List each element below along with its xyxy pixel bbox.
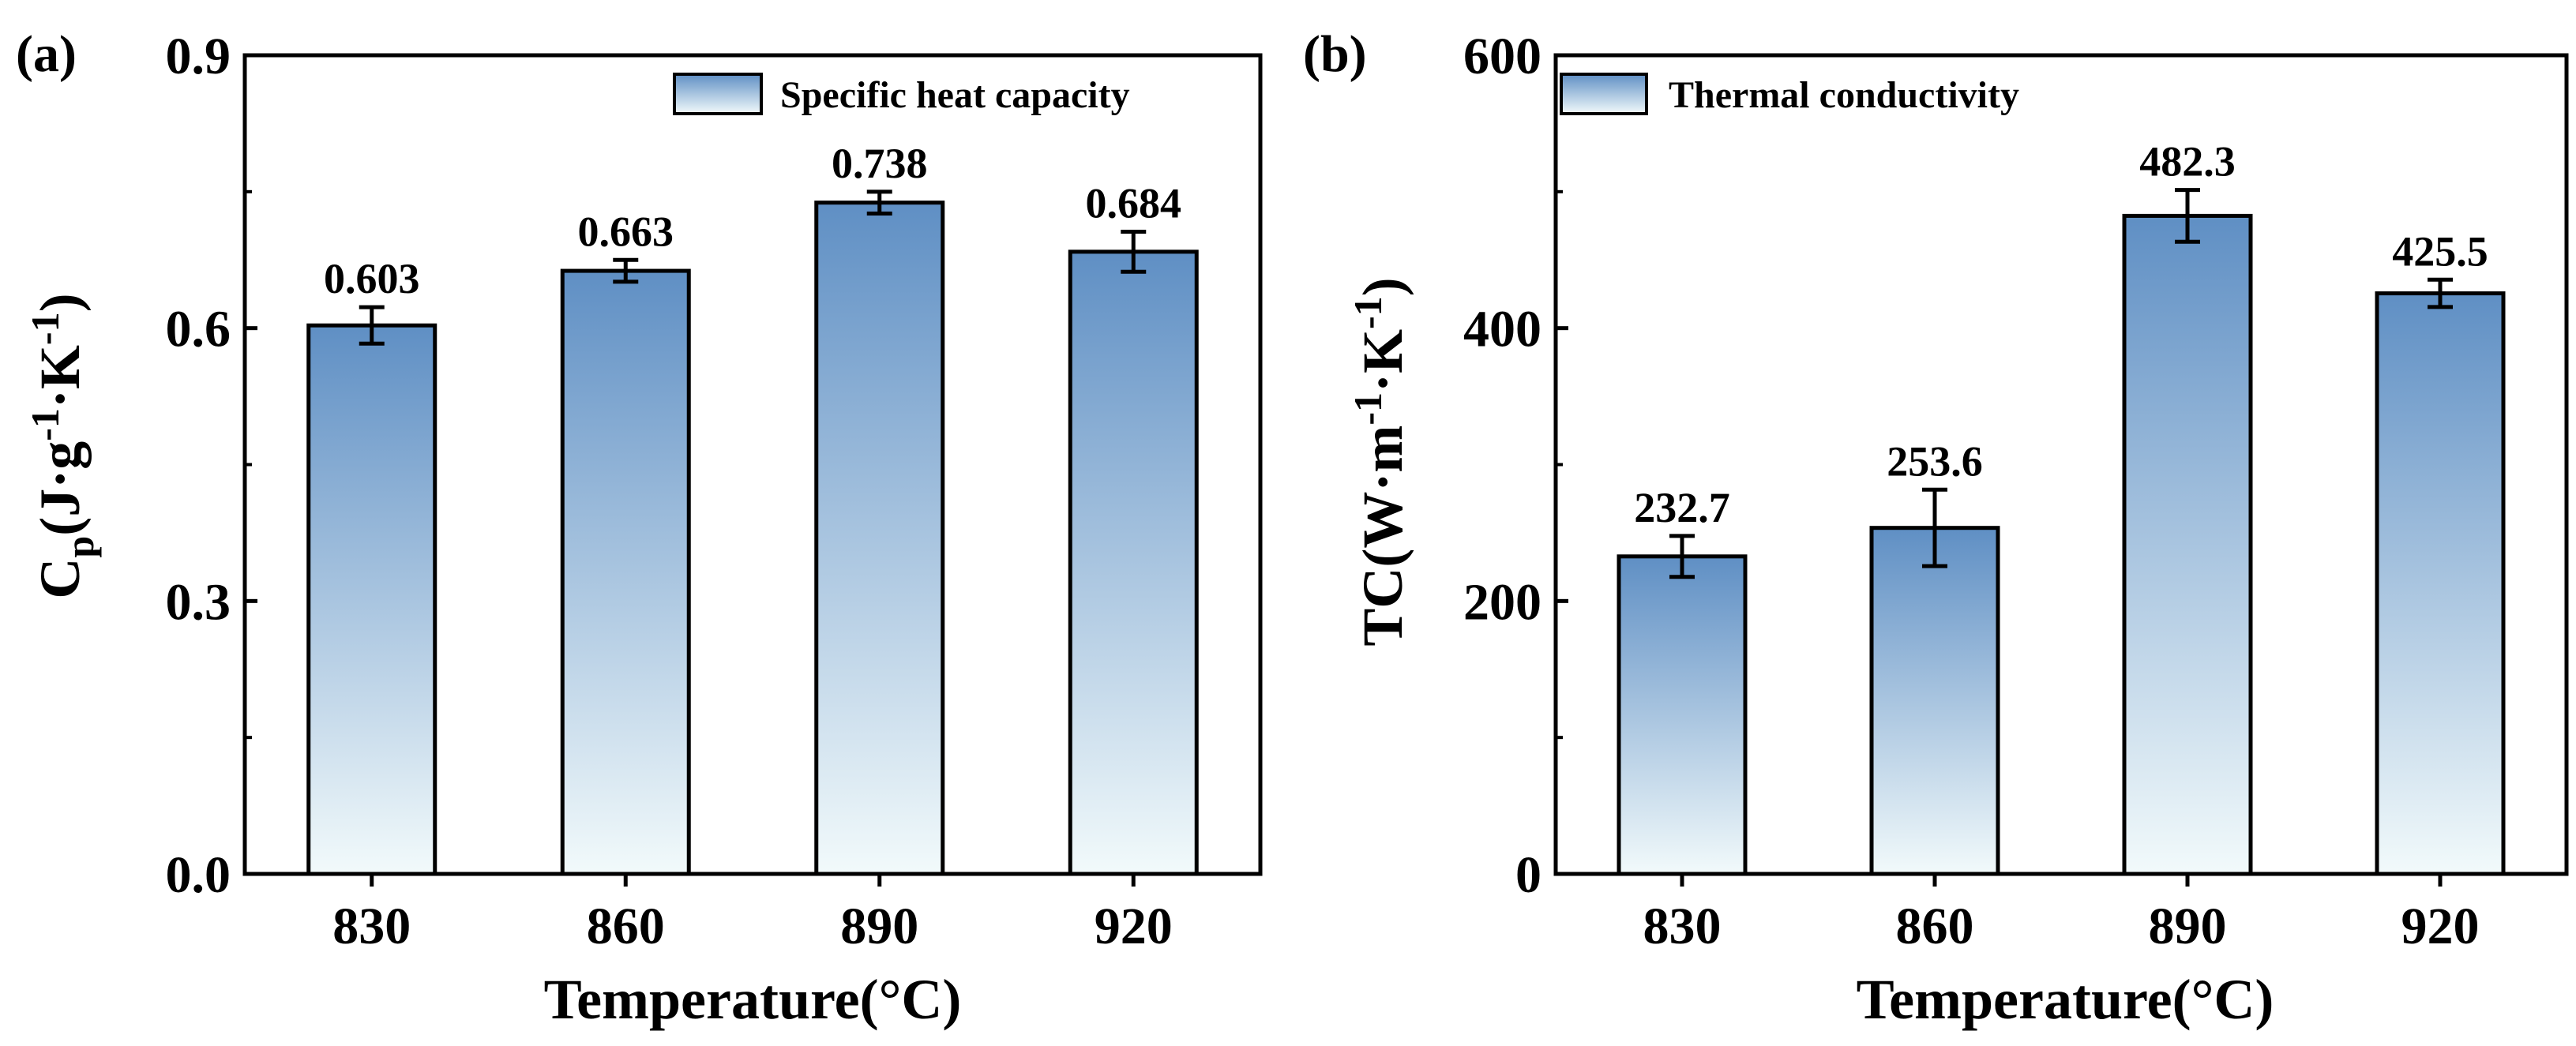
panel-a-y-tick-label: 0.9	[166, 28, 231, 85]
panel-b-legend: Thermal conductivity	[1560, 73, 2019, 116]
panel-a-x-tick-label: 920	[1095, 898, 1173, 955]
panel-b-ylabel-main: TC	[1351, 568, 1414, 647]
panel-a-legend-label: Specific heat capacity	[780, 74, 1130, 116]
panel-a-bar	[306, 323, 437, 876]
panel-b-data-label: 253.6	[1887, 437, 1983, 485]
panel-b-y-tick-label: 200	[1463, 573, 1541, 631]
panel-a-data-label: 0.684	[1086, 180, 1182, 227]
panel-a-marks: 0.603 0.663 0.738 0.684 0.0 0.3 0.6 0.9 830 860 89…	[166, 28, 1263, 955]
panel-a-ylabel-sub: p	[58, 536, 102, 558]
panel-b-x-tick-label: 830	[1643, 898, 1722, 955]
panel-b-ylabel-unit-close: )	[1351, 277, 1414, 296]
panel-a-ylabel-main: C	[28, 558, 92, 599]
panel-b-ylabel-unit-open: (W·m	[1351, 426, 1414, 568]
panel-a-ylabel-unit-close: )	[28, 293, 92, 312]
panel-b-bar	[2122, 213, 2253, 876]
panel-a: (a) Cp(J·g-1·K-1) Temperature(°C) Specif…	[16, 25, 1263, 1031]
panel-b-data-label: 425.5	[2392, 227, 2488, 275]
panel-a-bar	[560, 268, 691, 876]
panel-a-x-tick-label: 830	[332, 898, 411, 955]
panel-a-ylabel-unit-open: (J·g	[28, 441, 92, 536]
panel-a-data-label: 0.738	[832, 140, 928, 187]
panel-a-y-tick-label: 0.3	[166, 573, 231, 631]
panel-b-data-label: 482.3	[2139, 138, 2236, 186]
panel-b-x-axis-title: Temperature(°C)	[1857, 968, 2274, 1031]
panel-b-ylabel-exp2: -1	[1346, 296, 1390, 329]
panel-a-y-tick-label: 0.0	[166, 846, 231, 904]
panel-a-x-tick-label: 860	[587, 898, 665, 955]
panel-b-x-tick-label: 920	[2401, 898, 2480, 955]
panel-b-y-axis-title: TC(W·m-1·K-1)	[1346, 277, 1414, 646]
panel-b-y-tick-label: 0	[1515, 846, 1541, 904]
panel-a-ylabel-exp2: -1	[23, 312, 67, 345]
panel-b-bar	[1869, 526, 2000, 876]
panel-a-ylabel-middle: ·K	[28, 345, 92, 408]
panel-b-x-tick-label: 890	[2149, 898, 2227, 955]
panel-b-y-tick-label: 400	[1463, 301, 1541, 358]
panel-b-bar	[2375, 291, 2506, 876]
panel-a-data-label: 0.663	[578, 208, 674, 255]
panel-b-ylabel-middle: ·K	[1351, 329, 1414, 392]
panel-a-legend: Specific heat capacity	[673, 73, 1130, 116]
panel-b-x-tick-label: 860	[1896, 898, 1974, 955]
panel-b-marks: 232.7 253.6 482.3 425.5 0 200 400 600 830 860 890 9…	[1463, 28, 2569, 955]
panel-a-x-tick-label: 890	[840, 898, 918, 955]
panel-b-legend-label: Thermal conductivity	[1669, 74, 2019, 116]
panel-a-legend-swatch	[673, 73, 763, 115]
panel-b-ylabel-exp1: -1	[1346, 392, 1390, 426]
panel-b: (b) TC(W·m-1·K-1) Temperature(°C) Therma…	[1303, 25, 2569, 1031]
panel-a-ylabel-exp1: -1	[23, 408, 67, 441]
panel-b-legend-swatch	[1560, 73, 1648, 115]
panel-a-y-tick-label: 0.6	[166, 301, 231, 358]
panel-a-y-axis-title: Cp(J·g-1·K-1)	[23, 293, 102, 598]
panel-a-bar	[1068, 249, 1199, 876]
panel-b-bar	[1617, 554, 1748, 876]
panel-b-y-tick-label: 600	[1463, 28, 1541, 85]
panel-a-bar	[814, 201, 945, 876]
panel-b-label: (b)	[1303, 25, 1367, 83]
panel-a-x-axis-title: Temperature(°C)	[544, 968, 962, 1031]
panel-b-data-label: 232.7	[1634, 484, 1730, 531]
panel-a-label: (a)	[16, 25, 77, 83]
panel-a-data-label: 0.603	[324, 255, 420, 302]
